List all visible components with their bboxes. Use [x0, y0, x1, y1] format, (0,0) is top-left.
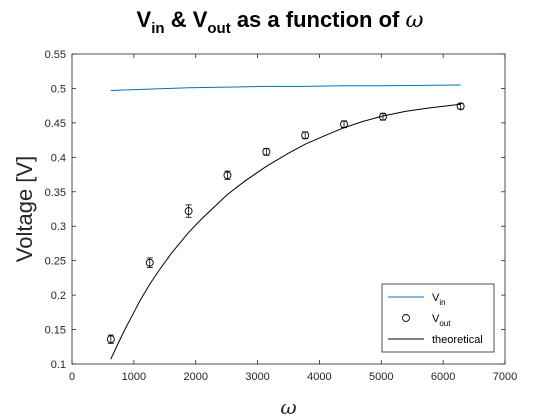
legend-swatch-out — [402, 314, 410, 322]
x-tick-label: 1000 — [122, 371, 146, 383]
data-point-vout — [456, 102, 465, 111]
legend-label-main: V — [432, 292, 440, 304]
x-axis-label: ω — [280, 395, 296, 419]
chart-title: Vin & Vout as a function of ω — [0, 0, 560, 49]
title-part-5: ω — [405, 8, 424, 33]
x-tick-label: 7000 — [493, 371, 517, 383]
legend-label-main: theoretical — [432, 334, 483, 346]
legend-box — [381, 283, 495, 353]
title-part-4: as a function of — [230, 7, 406, 32]
y-axis-label: Voltage [V] — [12, 156, 37, 262]
title-part-0: V — [136, 7, 152, 32]
data-point-vout — [301, 131, 310, 140]
x-tick-label: 5000 — [369, 371, 393, 383]
y-tick-label: 0.35 — [45, 187, 66, 199]
y-tick-label: 0.15 — [45, 325, 66, 337]
x-tick-label: 3000 — [245, 371, 269, 383]
legend-label-main: V — [432, 313, 440, 325]
data-point-vout — [223, 171, 232, 180]
y-tick-label: 0.45 — [45, 118, 66, 130]
series-line-in — [110, 84, 461, 91]
y-tick-label: 0.25 — [45, 256, 66, 268]
y-tick-label: 0.4 — [51, 152, 66, 164]
series-line-theoretical — [110, 103, 461, 360]
y-tick-label: 0.55 — [45, 49, 66, 61]
data-point-vout — [184, 207, 193, 216]
y-tick-label: 0.3 — [51, 221, 66, 233]
title-part-2: & V — [164, 7, 208, 32]
x-tick-label: 2000 — [183, 371, 207, 383]
title-part-1: in — [151, 20, 165, 37]
y-tick-label: 0.1 — [51, 359, 66, 371]
y-tick-label: 0.5 — [51, 83, 66, 95]
legend-label-sub: in — [439, 298, 445, 307]
data-point-vout — [145, 258, 154, 267]
x-tick-label: 4000 — [307, 371, 331, 383]
legend-label-sub: out — [439, 319, 451, 328]
y-tick-label: 0.2 — [51, 290, 66, 302]
x-tick-label: 0 — [69, 371, 75, 383]
legend-label: Vin — [432, 292, 446, 307]
data-point-vout — [262, 147, 271, 156]
title-part-3: out — [207, 20, 231, 37]
legend-label: Vout — [432, 313, 451, 328]
legend-label: theoretical — [432, 334, 483, 346]
data-point-vout — [106, 335, 115, 344]
x-tick-label: 6000 — [431, 371, 455, 383]
